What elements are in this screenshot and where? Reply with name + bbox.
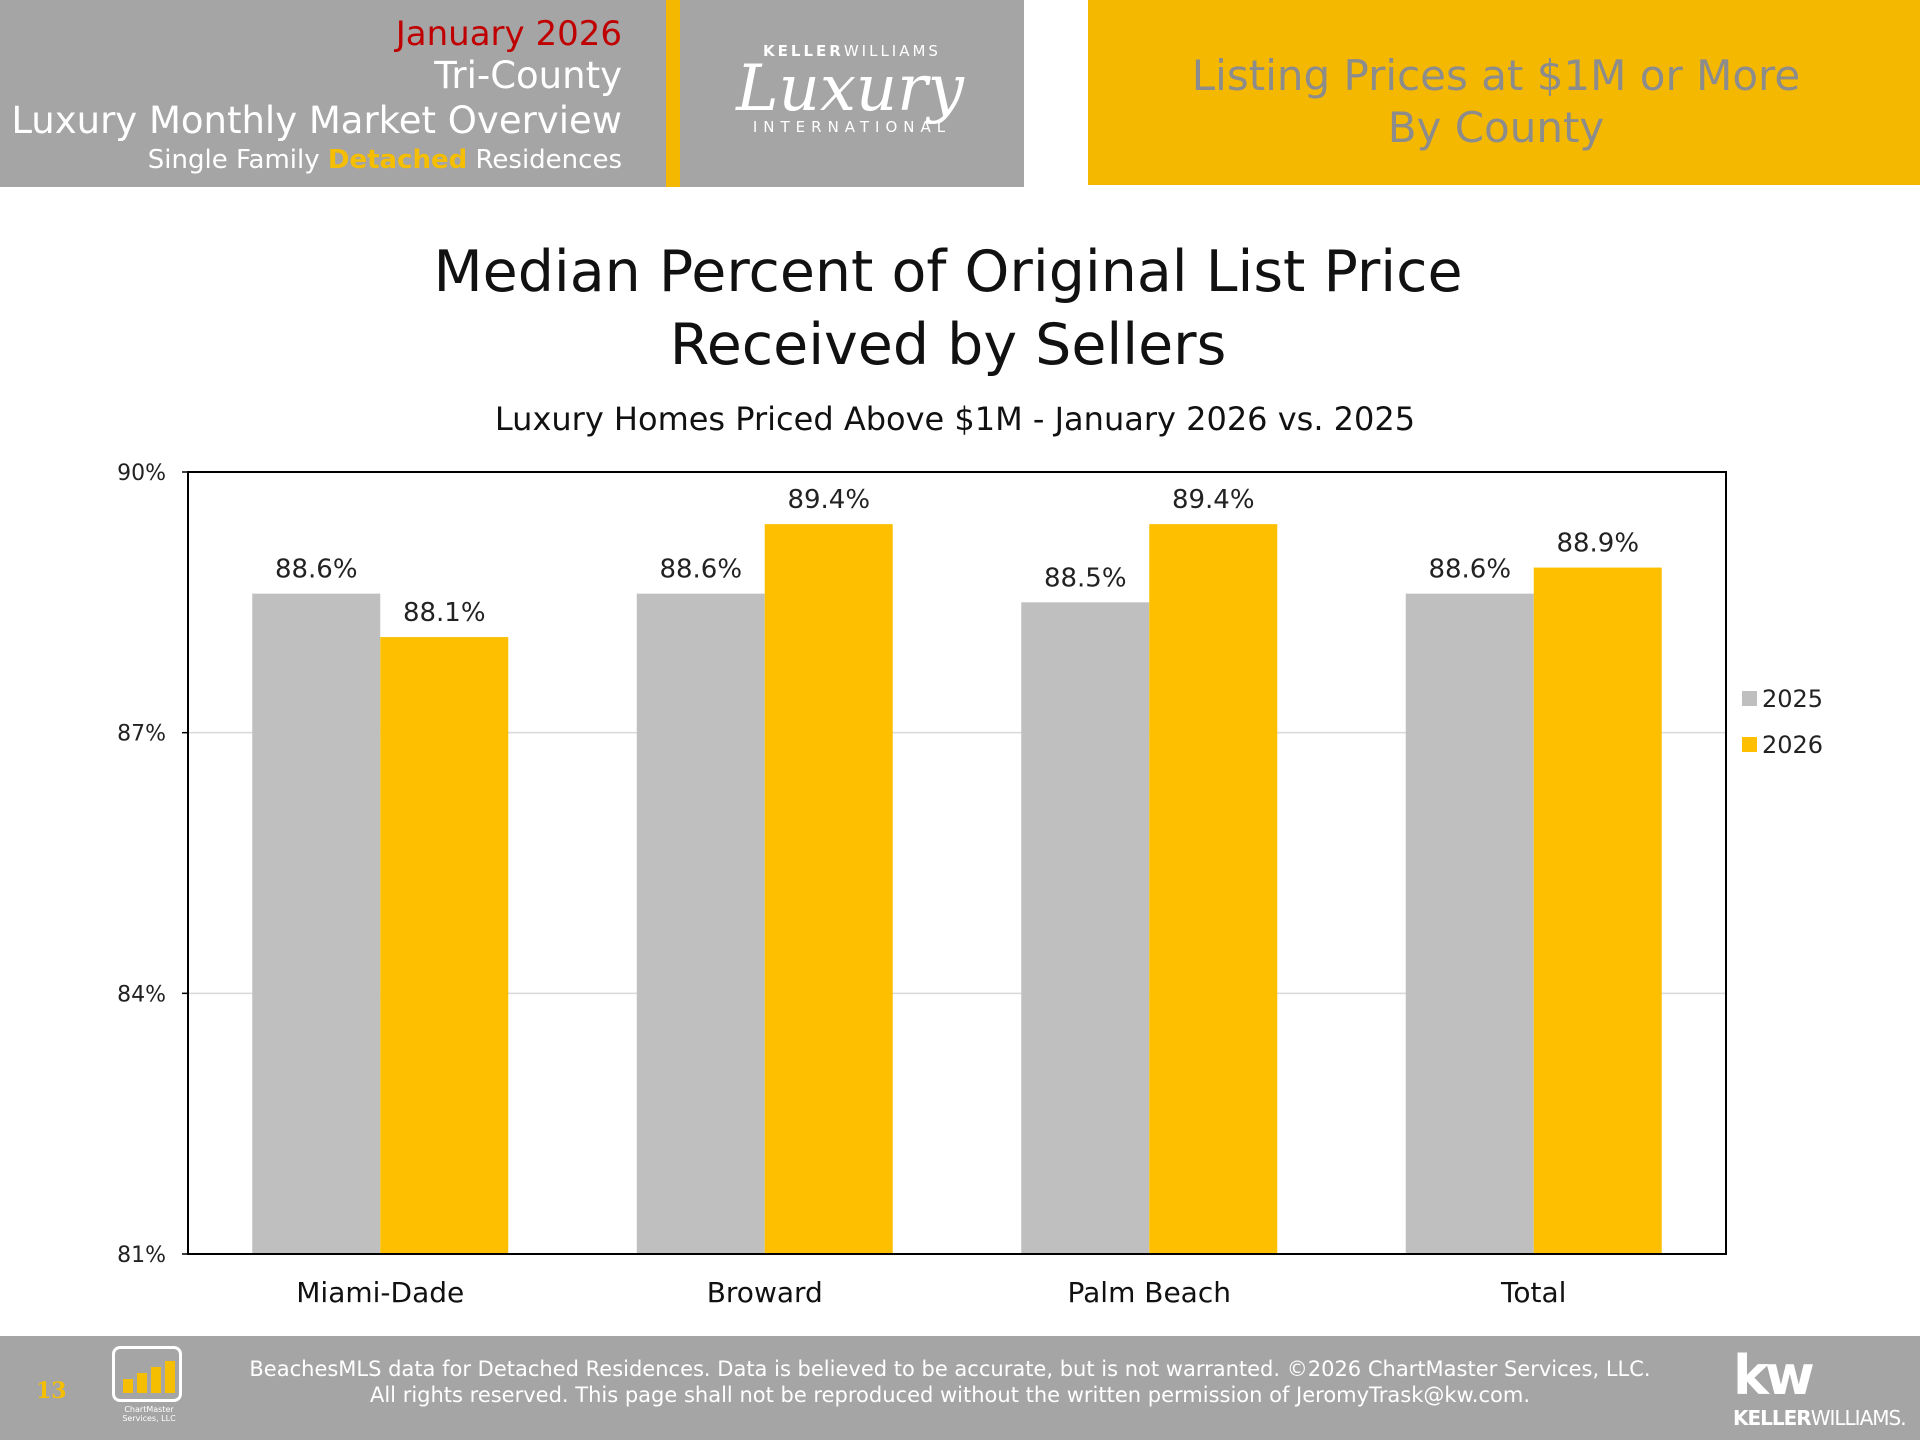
legend-label: 2025 — [1762, 685, 1823, 713]
y-tick-label: 87% — [117, 722, 166, 747]
disclaimer-line1: BeachesMLS data for Detached Residences.… — [249, 1357, 1651, 1381]
data-label: 88.6% — [1428, 555, 1511, 585]
data-label: 88.6% — [659, 555, 742, 585]
chartmaster-logo: ChartMaster Services, LLC — [112, 1346, 186, 1432]
x-tick-label: Total — [1500, 1276, 1566, 1309]
segment-prefix: Single Family — [147, 145, 328, 175]
page-number: 13 — [36, 1378, 67, 1404]
section-title-line1: Listing Prices at $1M or More — [1191, 51, 1801, 100]
data-label: 88.9% — [1556, 529, 1639, 559]
plot-frame — [187, 471, 1727, 1255]
bar — [1533, 567, 1662, 1254]
bar — [252, 593, 381, 1254]
bar — [1405, 593, 1534, 1254]
segment-highlight: Detached — [327, 145, 468, 175]
x-tick-label: Miami-Dade — [296, 1276, 464, 1309]
report-date: January 2026 — [395, 14, 622, 54]
data-label: 88.5% — [1044, 563, 1127, 593]
report-name: Luxury Monthly Market Overview — [11, 99, 622, 142]
report-segment: Single Family Detached Residences — [148, 145, 622, 175]
x-tick-label: Palm Beach — [1068, 1276, 1231, 1309]
bar — [1149, 524, 1278, 1254]
data-label: 89.4% — [787, 485, 870, 515]
x-tick-label: Broward — [707, 1276, 823, 1309]
legend-label: 2026 — [1762, 731, 1823, 759]
bar — [764, 524, 893, 1254]
header-accent-stripe — [666, 0, 680, 187]
y-tick-label: 84% — [117, 982, 166, 1007]
legend-swatch — [1742, 737, 1757, 752]
data-label: 89.4% — [1172, 485, 1255, 515]
section-title-panel: Listing Prices at $1M or More By County — [1088, 0, 1920, 185]
y-tick-label: 81% — [117, 1243, 166, 1268]
keller-williams-logo: kw KELLERWILLIAMS. — [1733, 1344, 1907, 1434]
chartmaster-label: ChartMaster Services, LLC — [122, 1405, 176, 1423]
chart-title-line2: Received by Sellers — [669, 312, 1227, 378]
logo-script-text: Luxury — [735, 52, 965, 126]
report-region: Tri-County — [434, 54, 622, 97]
bar — [380, 637, 509, 1254]
bar — [636, 593, 765, 1254]
legend-swatch — [1742, 691, 1757, 706]
segment-suffix: Residences — [467, 145, 623, 175]
data-label: 88.6% — [275, 555, 358, 585]
logo-keller-williams: KELLERWILLIAMS — [763, 42, 941, 60]
logo-international: INTERNATIONAL — [752, 118, 952, 136]
chartmaster-chart-icon — [112, 1346, 182, 1402]
kw-mark: kw — [1733, 1344, 1815, 1407]
header-panel: January 2026 Tri-County Luxury Monthly M… — [0, 0, 666, 187]
section-title-line2: By County — [1387, 103, 1605, 152]
chart-title: Median Percent of Original List Price Re… — [0, 236, 1896, 382]
chart-subtitle: Luxury Homes Priced Above $1M - January … — [494, 400, 1416, 438]
disclaimer: BeachesMLS data for Detached Residences.… — [220, 1356, 1680, 1408]
bar-chart: 81% 84% 87% 90% 88.6% 88.1% Miami-Dade 88.6% 89.… — [117, 461, 1823, 1309]
bar — [1021, 602, 1150, 1254]
chart-title-line1: Median Percent of Original List Price — [433, 239, 1463, 305]
kw-luxury-logo: KELLERWILLIAMS Luxury INTERNATIONAL — [680, 0, 1024, 187]
luxury-script-logo: Luxury — [735, 52, 965, 126]
disclaimer-line2: All rights reserved. This page shall not… — [369, 1383, 1531, 1407]
kw-wordmark: KELLERWILLIAMS. — [1733, 1406, 1907, 1430]
y-tick-label: 90% — [117, 461, 166, 486]
data-label: 88.1% — [403, 598, 486, 628]
footer: 13 ChartMaster Services, LLC BeachesMLS … — [0, 1336, 1920, 1440]
